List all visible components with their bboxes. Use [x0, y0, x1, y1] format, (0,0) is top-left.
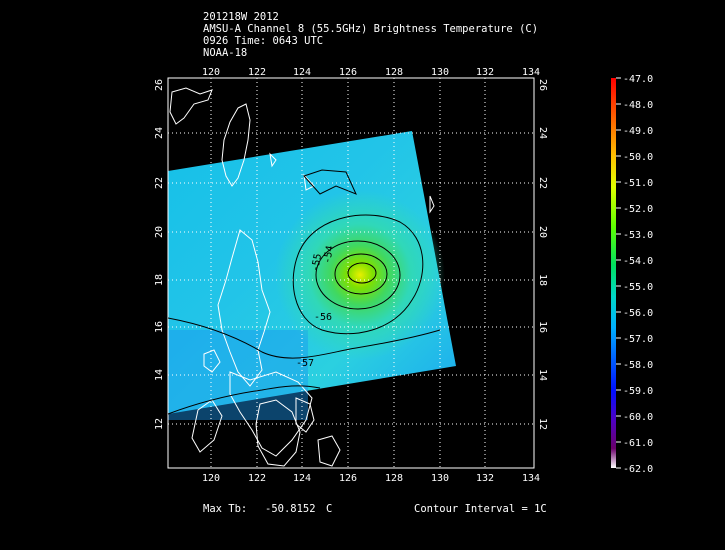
lat-tick-20: 20: [154, 226, 165, 238]
lat-tick-18: 18: [154, 274, 165, 286]
lat-tick-14: 14: [154, 369, 165, 381]
map-frame: [167, 77, 535, 469]
colorbar-label: -60.0: [623, 412, 653, 423]
colorbar-label: -47.0: [623, 74, 653, 85]
lon-tick-132: 132: [476, 67, 494, 78]
lon-ticks-bottom: 120 122 124 126 128 130 132 134: [202, 473, 540, 484]
colorbar-labels: -47.0 -48.0 -49.0 -50.0 -51.0 -52.0 -53.0 -54.0…: [616, 74, 653, 475]
lon-ticks-top: 120 122 124 126 128 130 132 134: [202, 67, 540, 78]
lat-tick-right-12: 12: [537, 418, 548, 430]
lat-ticks-left: 12 14 16 18 20 22 24 26: [154, 79, 165, 430]
contour-labels: -55 -54 -56 -57: [296, 245, 336, 369]
colorbar-label: -52.0: [623, 204, 653, 215]
colorbar-label: -51.0: [623, 178, 653, 189]
lon-tick-bottom-128: 128: [385, 473, 403, 484]
lon-tick-bottom-120: 120: [202, 473, 220, 484]
lat-tick-right-20: 20: [537, 226, 548, 238]
coastlines: [169, 87, 435, 467]
colorbar-label: -55.0: [623, 282, 653, 293]
lat-tick-right-26: 26: [537, 79, 548, 91]
colorbar-label: -57.0: [623, 334, 653, 345]
lon-tick-122: 122: [248, 67, 266, 78]
contour-label-57: -57: [296, 358, 314, 369]
colorbar-label: -54.0: [623, 256, 653, 267]
lon-tick-bottom-130: 130: [431, 473, 449, 484]
colorbar-label: -48.0: [623, 100, 653, 111]
lat-tick-12: 12: [154, 418, 165, 430]
colorbar-label: -61.0: [623, 438, 653, 449]
max-tb-label: Max Tb:: [203, 503, 248, 515]
title-line-2: AMSU-A Channel 8 (55.5GHz) Brightness Te…: [203, 23, 539, 35]
lat-tick-26: 26: [154, 79, 165, 91]
lon-tick-bottom-132: 132: [476, 473, 494, 484]
colorbar-label: -49.0: [623, 126, 653, 137]
title-line-3: 0926 Time: 0643 UTC: [203, 35, 324, 47]
contour-label-56: -56: [314, 312, 332, 323]
lat-ticks-right: 12 14 16 18 20 22 24 26: [537, 79, 548, 430]
lat-tick-24: 24: [154, 127, 165, 139]
colorbar-label: -50.0: [623, 152, 653, 163]
max-tb-value: -50.8152: [265, 503, 316, 515]
colorbar-label: -53.0: [623, 230, 653, 241]
lon-tick-134: 134: [522, 67, 540, 78]
colorbar: [611, 78, 616, 468]
colorbar-label: -56.0: [623, 308, 653, 319]
lon-tick-124: 124: [293, 67, 311, 78]
lon-tick-bottom-134: 134: [522, 473, 540, 484]
lat-tick-22: 22: [154, 177, 165, 189]
contour-label-54: -54: [322, 245, 336, 265]
max-tb-unit: C: [326, 503, 333, 515]
lat-tick-right-16: 16: [537, 321, 548, 333]
contour-label-55: -55: [310, 253, 324, 273]
map-grid: [168, 78, 534, 468]
lat-tick-right-14: 14: [537, 369, 548, 381]
lon-tick-120: 120: [202, 67, 220, 78]
title-line-1: 201218W 2012: [203, 11, 279, 23]
lon-tick-bottom-126: 126: [339, 473, 357, 484]
colorbar-label: -59.0: [623, 386, 653, 397]
lon-tick-128: 128: [385, 67, 403, 78]
lon-tick-126: 126: [339, 67, 357, 78]
lat-tick-16: 16: [154, 321, 165, 333]
lat-tick-right-24: 24: [537, 127, 548, 139]
lon-tick-130: 130: [431, 67, 449, 78]
lat-tick-right-22: 22: [537, 177, 548, 189]
lon-tick-bottom-122: 122: [248, 473, 266, 484]
lon-tick-bottom-124: 124: [293, 473, 311, 484]
contour-interval: Contour Interval = 1C: [414, 503, 547, 515]
lat-tick-right-18: 18: [537, 274, 548, 286]
temperature-contours: [167, 169, 441, 415]
title-line-4: NOAA-18: [203, 47, 248, 59]
colorbar-label: -58.0: [623, 360, 653, 371]
colorbar-label: -62.0: [623, 464, 653, 475]
